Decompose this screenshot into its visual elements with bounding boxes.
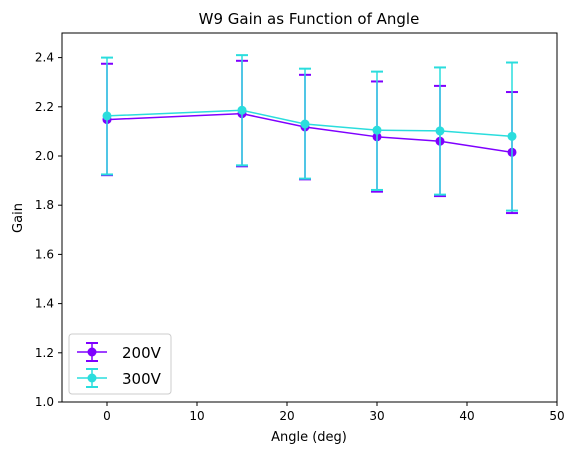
x-tick-label: 10 <box>189 409 204 423</box>
y-tick-label: 2.0 <box>35 149 54 163</box>
y-axis-ticks: 1.0 1.2 1.4 1.6 1.8 2.0 2.2 2.4 <box>35 51 62 409</box>
data-point <box>103 111 112 120</box>
y-tick-label: 2.4 <box>35 51 54 65</box>
legend-marker <box>88 348 97 357</box>
y-tick-label: 1.8 <box>35 198 54 212</box>
y-axis-title: Gain <box>11 203 26 233</box>
y-tick-label: 1.4 <box>35 297 54 311</box>
x-tick-label: 0 <box>103 409 111 423</box>
legend-label: 200V <box>122 344 162 362</box>
x-axis-title: Angle (deg) <box>271 430 347 445</box>
x-tick-label: 50 <box>549 409 564 423</box>
chart-title: W9 Gain as Function of Angle <box>199 10 420 28</box>
data-point <box>508 132 517 141</box>
data-point <box>301 120 310 129</box>
y-tick-label: 2.2 <box>35 100 54 114</box>
x-tick-label: 30 <box>369 409 384 423</box>
legend: 200V 300V <box>69 334 171 394</box>
legend-marker <box>88 374 97 383</box>
legend-label: 300V <box>122 370 162 388</box>
x-tick-label: 20 <box>279 409 294 423</box>
y-tick-label: 1.2 <box>35 346 54 360</box>
data-point <box>238 106 247 115</box>
y-tick-label: 1.6 <box>35 247 54 261</box>
x-axis-ticks: 0 10 20 30 40 50 <box>103 402 564 423</box>
y-tick-label: 1.0 <box>35 395 54 409</box>
x-tick-label: 40 <box>459 409 474 423</box>
data-point <box>436 126 445 135</box>
data-point <box>373 126 382 135</box>
